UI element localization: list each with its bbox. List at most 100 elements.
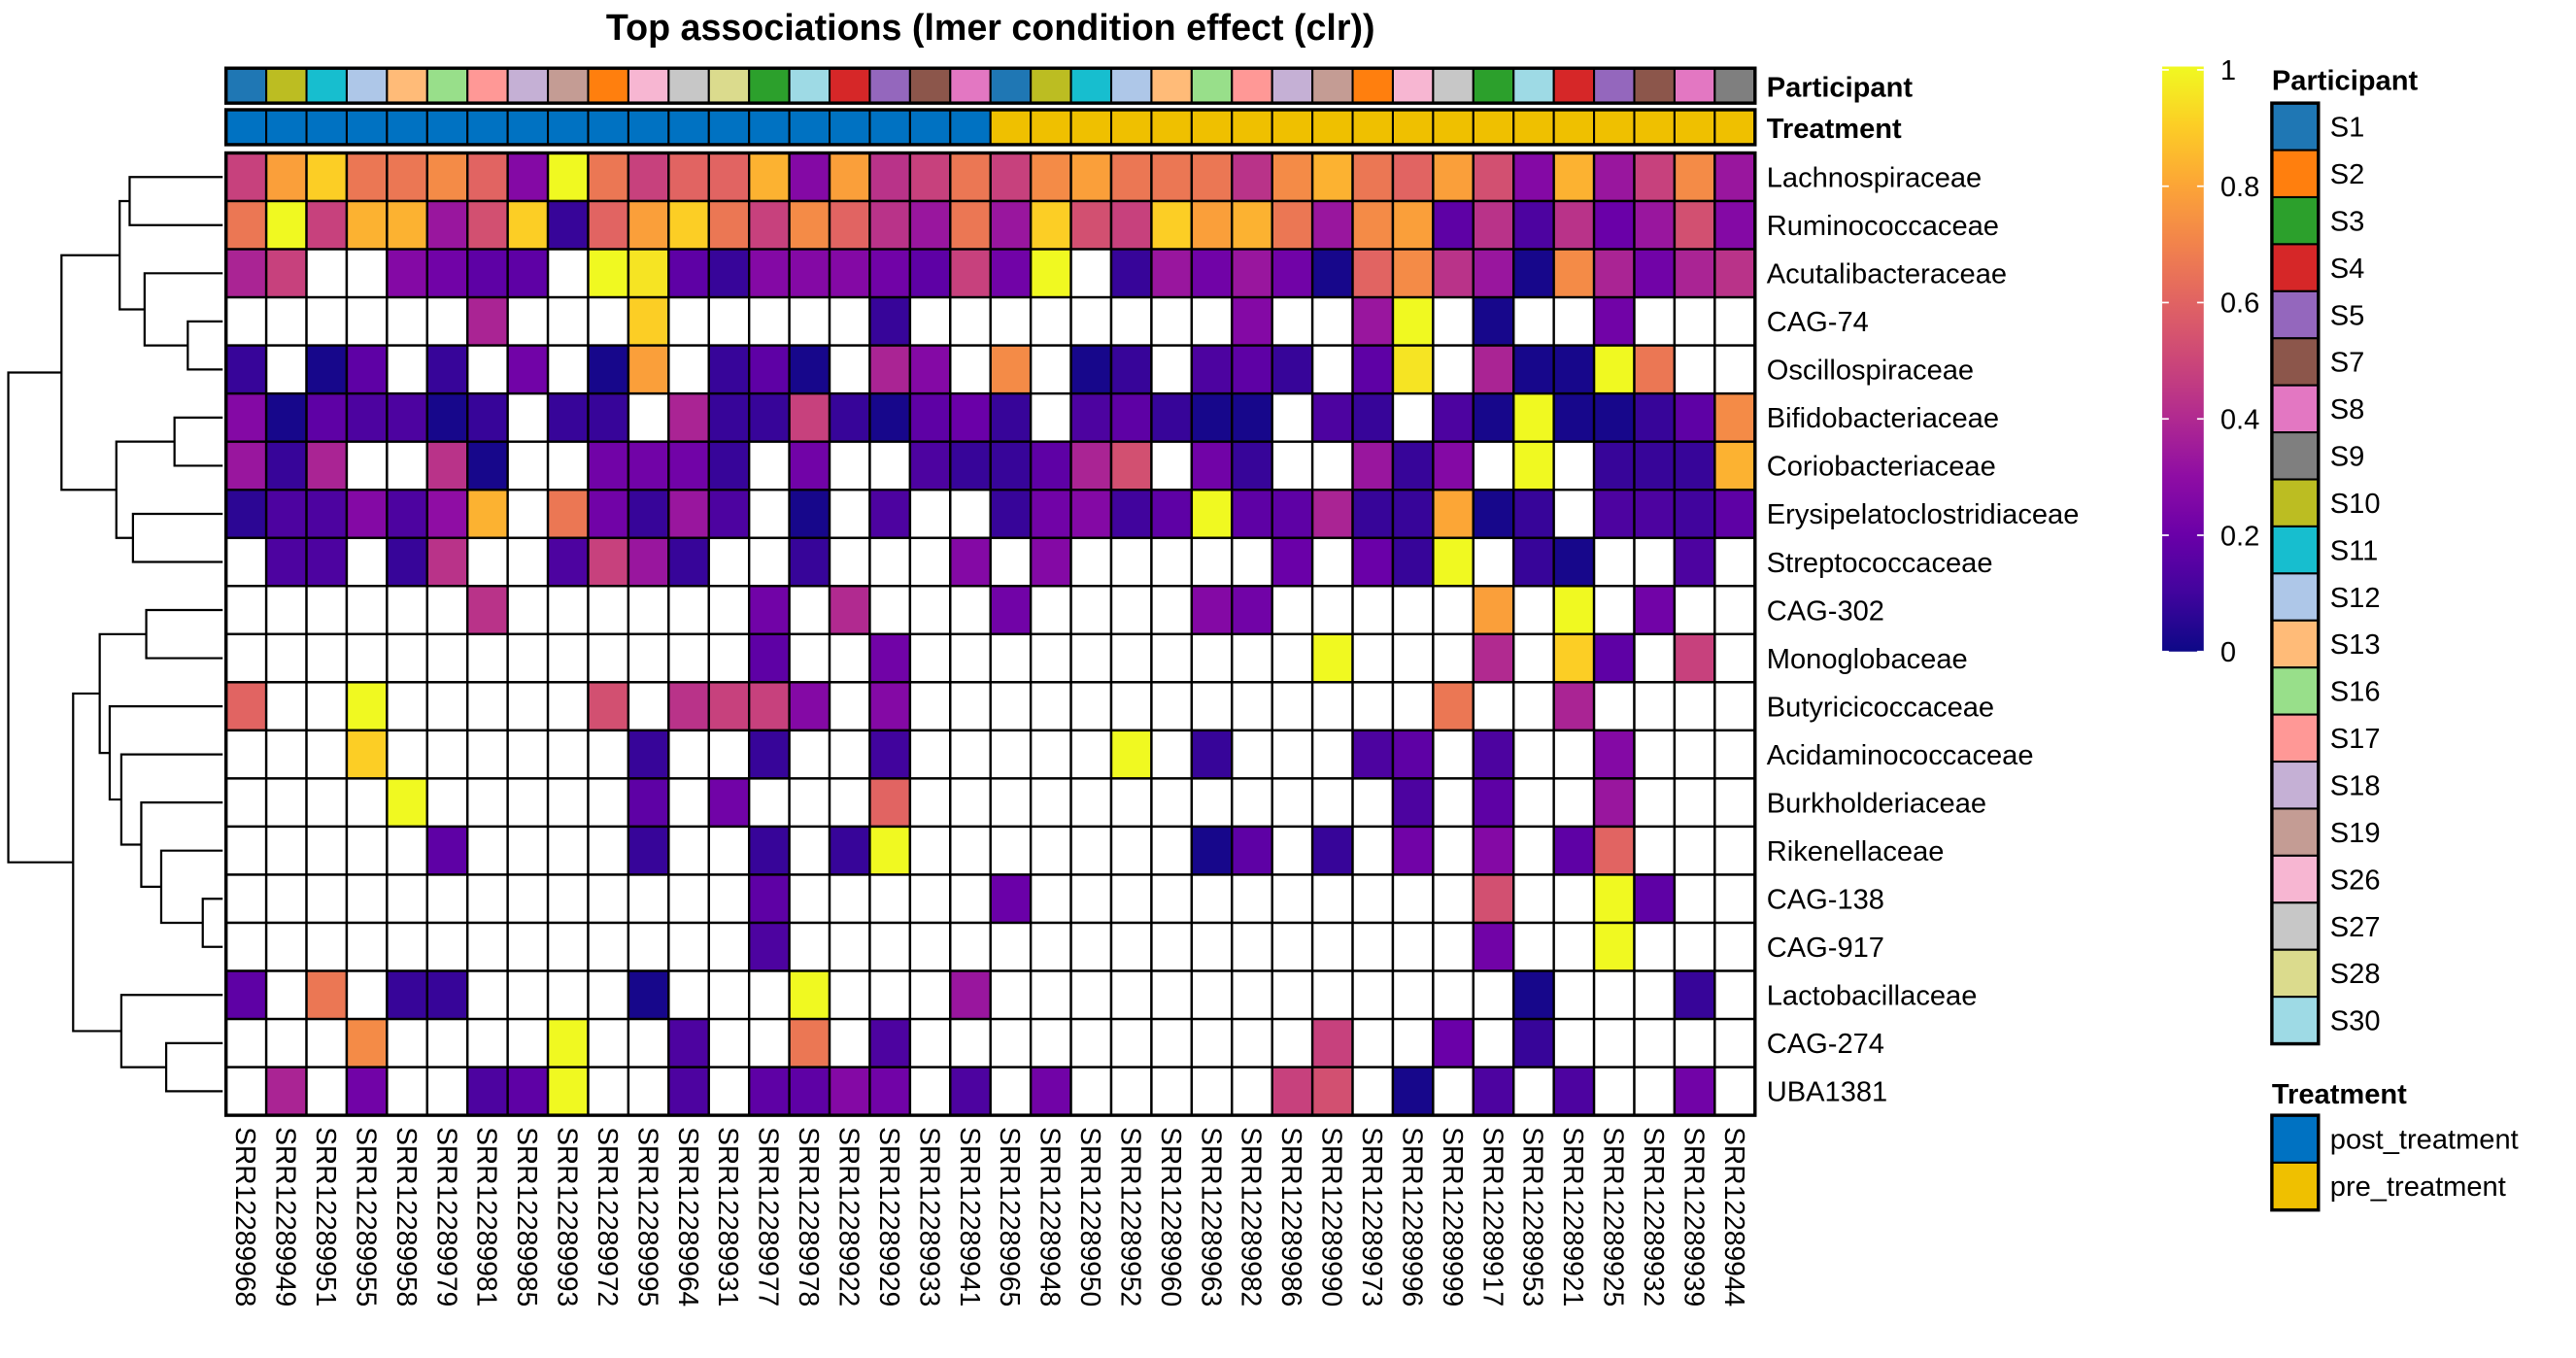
heatmap-cell	[828, 536, 871, 588]
heatmap-cell	[949, 825, 992, 876]
heatmap-cell	[1633, 873, 1677, 925]
heatmap-cell	[1351, 152, 1395, 203]
heatmap-cell	[1432, 152, 1475, 203]
heatmap-cell	[1069, 248, 1113, 299]
heatmap-cell	[224, 1066, 268, 1117]
heatmap-cell	[1029, 873, 1072, 925]
heatmap-cell	[788, 344, 831, 395]
heatmap-cell	[707, 969, 751, 1021]
participant-legend-swatch	[2270, 713, 2320, 764]
heatmap-cell	[546, 969, 590, 1021]
heatmap-cell	[506, 585, 550, 636]
heatmap-cell	[1512, 152, 1555, 203]
column-label: SRR12289932	[1639, 1127, 1670, 1307]
colorbar-tick-label: 0.4	[2220, 404, 2259, 435]
participant-legend-title: Participant	[2272, 65, 2419, 96]
heatmap-cell	[224, 440, 268, 492]
heatmap-cell	[1231, 681, 1273, 732]
heatmap-cell	[425, 152, 469, 203]
heatmap-cell	[1351, 440, 1395, 492]
heatmap-cell	[1713, 489, 1756, 539]
heatmap-cell	[425, 681, 469, 732]
heatmap-cell	[1673, 777, 1716, 829]
column-label: SRR12289944	[1719, 1127, 1750, 1307]
heatmap-cell	[707, 681, 751, 732]
heatmap-cell	[224, 152, 268, 203]
participant-annotation-label: Participant	[1767, 72, 1914, 103]
heatmap-cell	[1069, 536, 1113, 588]
heatmap-cell	[1432, 1066, 1475, 1117]
participant-annotation-cell	[265, 67, 308, 105]
participant-legend-label: S11	[2330, 535, 2379, 566]
heatmap-cell	[747, 295, 791, 347]
heatmap-cell	[1069, 489, 1113, 539]
colorbar	[2161, 66, 2204, 652]
heatmap-cell	[1512, 777, 1555, 829]
heatmap-cell	[1271, 391, 1314, 443]
heatmap-cell	[1351, 585, 1395, 636]
heatmap-cell	[546, 1066, 590, 1117]
heatmap-cell	[587, 969, 630, 1021]
heatmap-cell	[386, 777, 429, 829]
heatmap-cell	[1069, 344, 1113, 395]
heatmap-cell	[1552, 777, 1596, 829]
participant-annotation-cell	[1109, 67, 1153, 105]
heatmap-cell	[506, 152, 550, 203]
heatmap-cell	[989, 536, 1033, 588]
treatment-annotation-cell	[1150, 108, 1193, 146]
heatmap-cell	[828, 681, 871, 732]
heatmap-cell	[305, 391, 349, 443]
heatmap-cell	[1512, 729, 1555, 780]
row-label: Acidaminococcaceae	[1767, 740, 2034, 771]
participant-annotation-cell	[1552, 67, 1596, 105]
heatmap-cell	[386, 199, 429, 251]
heatmap-cell	[1633, 1017, 1677, 1069]
dendrogram-branch	[131, 512, 223, 563]
column-label: SRR12289921	[1558, 1127, 1589, 1307]
heatmap-cell	[949, 489, 992, 539]
chart-title: Top associations (lmer condition effect …	[606, 7, 1375, 48]
heatmap-cell	[425, 873, 469, 925]
participant-legend-label: S18	[2330, 771, 2381, 802]
heatmap-cell	[1109, 632, 1153, 684]
heatmap-cell	[1592, 1017, 1636, 1069]
column-label: SRR12289990	[1317, 1127, 1348, 1307]
heatmap-cell	[425, 391, 469, 443]
heatmap-cell	[788, 729, 831, 780]
heatmap-cell	[949, 440, 992, 492]
heatmap-cell	[546, 921, 590, 972]
heatmap-cell	[627, 344, 670, 395]
heatmap-cell	[1472, 199, 1515, 251]
heatmap-cell	[1150, 873, 1194, 925]
heatmap-cell	[1472, 440, 1515, 492]
heatmap-cell	[989, 1017, 1033, 1069]
heatmap-cell	[747, 873, 791, 925]
participant-annotation-cell	[1030, 67, 1072, 105]
heatmap-cell	[1512, 489, 1555, 539]
heatmap-cell	[788, 632, 831, 684]
heatmap-cell	[1472, 1066, 1515, 1117]
heatmap-cell	[546, 295, 590, 347]
heatmap-cell	[1271, 1066, 1314, 1117]
column-label: SRR12289999	[1438, 1127, 1469, 1307]
heatmap-cell	[264, 873, 308, 925]
heatmap-cell	[828, 391, 871, 443]
heatmap-cell	[667, 199, 710, 251]
heatmap-cell	[1310, 295, 1354, 347]
heatmap-cell	[707, 921, 751, 972]
heatmap-cell	[989, 585, 1033, 636]
heatmap-cell	[506, 489, 550, 539]
heatmap-cell	[1231, 777, 1273, 829]
participant-legend-label: S3	[2330, 206, 2365, 237]
heatmap-cell	[908, 152, 952, 203]
heatmap-cell	[1029, 199, 1072, 251]
heatmap-cell	[989, 1066, 1033, 1117]
heatmap-cell	[627, 199, 670, 251]
heatmap-cell	[1351, 536, 1395, 588]
participant-legend-swatch	[2270, 149, 2320, 199]
heatmap-cell	[466, 1017, 509, 1069]
heatmap-cell	[1351, 729, 1395, 780]
heatmap-cell	[1592, 969, 1636, 1021]
heatmap-cell	[1351, 248, 1395, 299]
heatmap-cell	[1512, 585, 1555, 636]
